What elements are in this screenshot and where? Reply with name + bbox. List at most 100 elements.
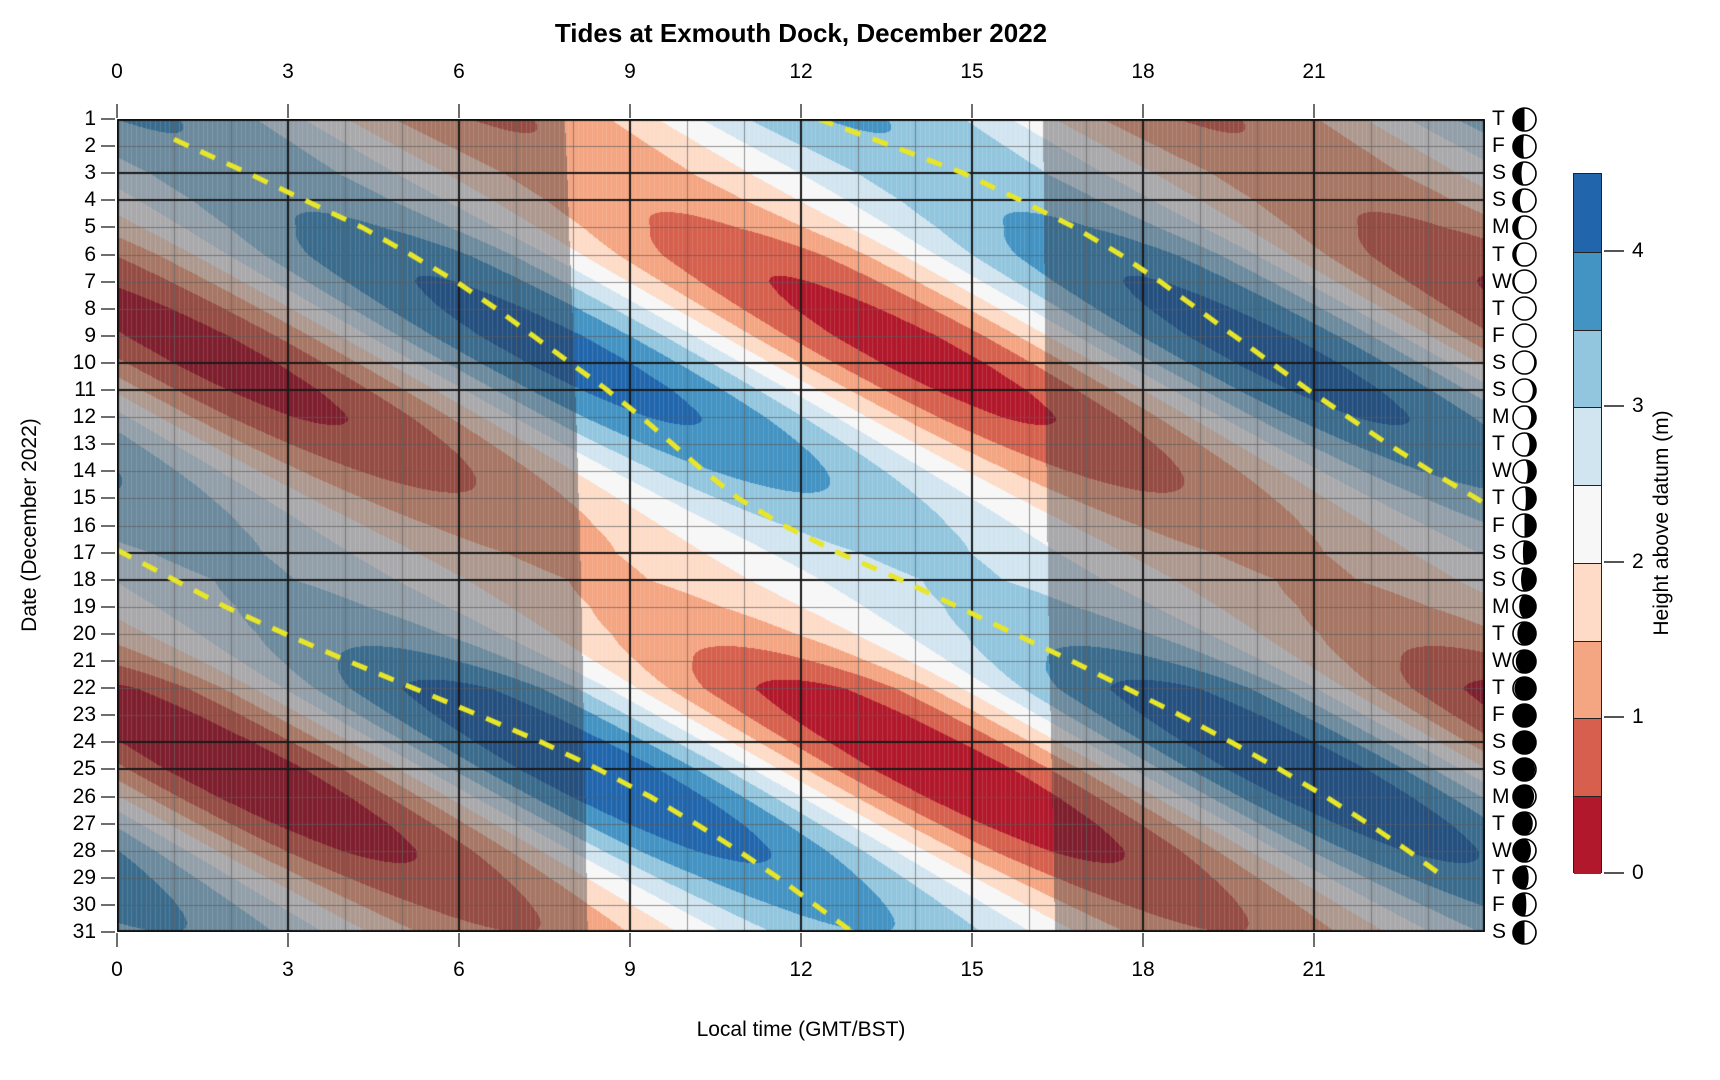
weekday-letter: F (1492, 323, 1505, 347)
bottom-tick-mark (971, 933, 973, 947)
weekday-letter: S (1492, 920, 1507, 943)
weekday-letter: W (1492, 269, 1512, 293)
weekday-letter: S (1492, 540, 1507, 564)
moon-phase-icon (1511, 513, 1537, 538)
date-tick-mark (101, 389, 115, 391)
date-tick-mark (101, 605, 115, 608)
moon-phase-icon (1511, 702, 1537, 728)
weekday-letter: F (1492, 703, 1505, 727)
weekday-letter: S (1492, 567, 1507, 591)
date-tick-mark (101, 253, 115, 256)
moon-phase-icon (1511, 133, 1537, 159)
x-axis-title: Local time (GMT/BST) (696, 1018, 906, 1041)
y-axis-title: Date (December 2022) (18, 418, 41, 632)
date-tick-mark (101, 931, 115, 933)
colorbar-band (1574, 251, 1601, 330)
top-tick-mark (1313, 104, 1315, 118)
date-tick-mark (101, 660, 115, 662)
colorbar-band (1574, 485, 1601, 563)
moon-phase-icon (1511, 892, 1537, 918)
date-tick-mark (101, 416, 115, 419)
colorbar-tick-mark (1604, 405, 1624, 408)
weekday-letter: F (1492, 892, 1505, 916)
moon-phase-icon (1511, 106, 1537, 132)
bottom-tick-label: 6 (453, 958, 465, 981)
bottom-tick-mark (1313, 933, 1315, 947)
date-tick-label: 21 (72, 649, 96, 672)
date-tick-label: 31 (72, 920, 96, 943)
weekday-letter: S (1492, 730, 1507, 754)
moon-phase-icon (1511, 648, 1537, 674)
colorbar-tick-mark (1604, 249, 1624, 252)
date-tick-mark (101, 714, 115, 717)
date-tick-label: 7 (84, 269, 96, 293)
date-tick-mark (101, 903, 115, 906)
date-tick-mark (101, 524, 115, 527)
weekday-letter: W (1492, 649, 1512, 672)
date-tick-label: 3 (84, 161, 96, 185)
moon-phase-icon (1511, 431, 1537, 457)
colorbar-tick-label: 0 (1632, 861, 1644, 884)
colorbar (1573, 173, 1602, 874)
weekday-letter: T (1492, 676, 1505, 700)
date-tick-label: 20 (72, 621, 96, 645)
colorbar-tick-label: 1 (1632, 705, 1644, 729)
weekday-letter: T (1492, 865, 1505, 889)
weekday-letter: T (1492, 242, 1505, 266)
weekday-letter: F (1492, 134, 1505, 158)
weekday-letter: M (1492, 594, 1510, 618)
date-tick-mark (101, 118, 115, 120)
moon-phase-icon (1511, 729, 1537, 755)
moon-phase-icon (1511, 838, 1537, 863)
colorbar-tick-label: 2 (1632, 549, 1644, 573)
date-tick-label: 18 (72, 567, 96, 591)
moon-phase-icon (1511, 811, 1537, 836)
colorbar-band (1574, 174, 1601, 252)
weekday-letter: M (1492, 405, 1510, 429)
colorbar-tick-mark (1604, 872, 1624, 874)
date-tick-label: 1 (84, 107, 96, 130)
moon-phase-icon (1511, 675, 1537, 701)
weekday-letter: T (1492, 296, 1505, 320)
weekday-letter: S (1492, 161, 1507, 185)
moon-phase-icon (1511, 486, 1537, 511)
date-tick-mark (101, 334, 115, 337)
weekday-letter: T (1492, 107, 1505, 130)
date-tick-label: 16 (72, 513, 96, 537)
date-tick-label: 11 (74, 378, 96, 401)
colorbar-tick-label: 4 (1632, 238, 1644, 262)
top-tick-mark (971, 104, 973, 118)
date-tick-mark (101, 199, 115, 202)
weekday-letter: M (1492, 215, 1510, 239)
chart-title: Tides at Exmouth Dock, December 2022 (554, 18, 1048, 48)
top-tick-mark (287, 104, 289, 118)
moon-phase-icon (1511, 784, 1537, 809)
bottom-tick-label: 0 (111, 958, 123, 981)
date-tick-label: 17 (72, 540, 96, 564)
moon-phase-icon (1511, 242, 1537, 267)
bottom-tick-mark (800, 933, 802, 947)
date-tick-mark (101, 632, 115, 635)
colorbar-band (1574, 562, 1601, 641)
colorbar-tick-label: 3 (1632, 394, 1644, 418)
date-tick-label: 30 (72, 892, 96, 916)
date-tick-label: 9 (84, 323, 96, 347)
weekday-letter: S (1492, 757, 1507, 781)
date-tick-label: 13 (72, 432, 96, 456)
weekday-letter: T (1492, 486, 1505, 510)
date-tick-label: 26 (72, 784, 96, 808)
top-tick-mark (629, 104, 631, 118)
moon-phase-icon (1511, 594, 1537, 620)
moon-phase-icon (1511, 323, 1537, 349)
top-tick-label: 12 (789, 60, 813, 83)
moon-phase-icon (1511, 269, 1537, 294)
date-tick-label: 10 (72, 350, 96, 374)
date-tick-mark (101, 849, 115, 852)
moon-phase-icon (1511, 865, 1537, 891)
colorbar-title: Height above datum (m) (1650, 410, 1673, 636)
date-tick-label: 27 (72, 811, 96, 835)
date-tick-mark (101, 822, 115, 825)
moon-phase-icon (1511, 567, 1537, 592)
moon-phase-icon (1511, 404, 1537, 430)
date-tick-label: 14 (72, 459, 96, 483)
